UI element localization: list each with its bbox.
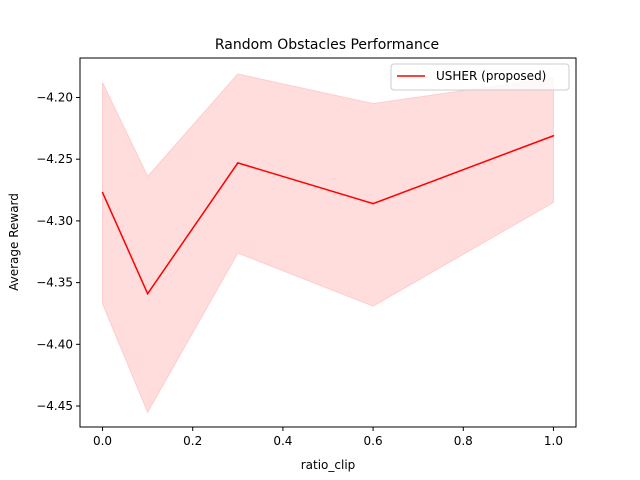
y-axis-label: Average Reward — [7, 193, 21, 291]
legend: USHER (proposed) — [390, 63, 570, 91]
data-point — [101, 191, 104, 194]
x-tick-label: 0.4 — [273, 434, 292, 448]
y-tick-label: −4.30 — [36, 214, 73, 228]
x-tick-label: 0.0 — [93, 434, 112, 448]
y-tick-label: −4.45 — [36, 399, 73, 413]
chart-title: Random Obstacles Performance — [215, 37, 439, 53]
data-point — [237, 162, 239, 164]
x-tick-label: 1.0 — [544, 434, 563, 448]
series-layer — [101, 73, 555, 414]
data-point — [146, 292, 149, 295]
x-axis: 0.0 0.2 0.4 0.6 0.8 1.0 — [93, 427, 563, 448]
data-point — [372, 202, 374, 205]
data-point — [552, 134, 555, 137]
x-tick-label: 0.6 — [364, 434, 383, 448]
y-axis: −4.45 −4.40 −4.35 −4.30 −4.25 −4.20 — [36, 90, 80, 413]
x-axis-label: ratio_clip — [301, 458, 356, 472]
y-tick-label: −4.20 — [36, 90, 73, 104]
confidence-band-0 — [102, 73, 554, 414]
x-tick-label: 0.8 — [454, 434, 473, 448]
legend-label-usher: USHER (proposed) — [436, 69, 546, 83]
x-tick-label: 0.2 — [183, 434, 202, 448]
y-tick-label: −4.25 — [36, 152, 73, 166]
y-tick-label: −4.40 — [36, 337, 73, 351]
plot-area — [79, 57, 577, 428]
y-tick-label: −4.35 — [36, 276, 73, 290]
legend-box — [390, 63, 570, 91]
plot-frame — [79, 57, 577, 428]
